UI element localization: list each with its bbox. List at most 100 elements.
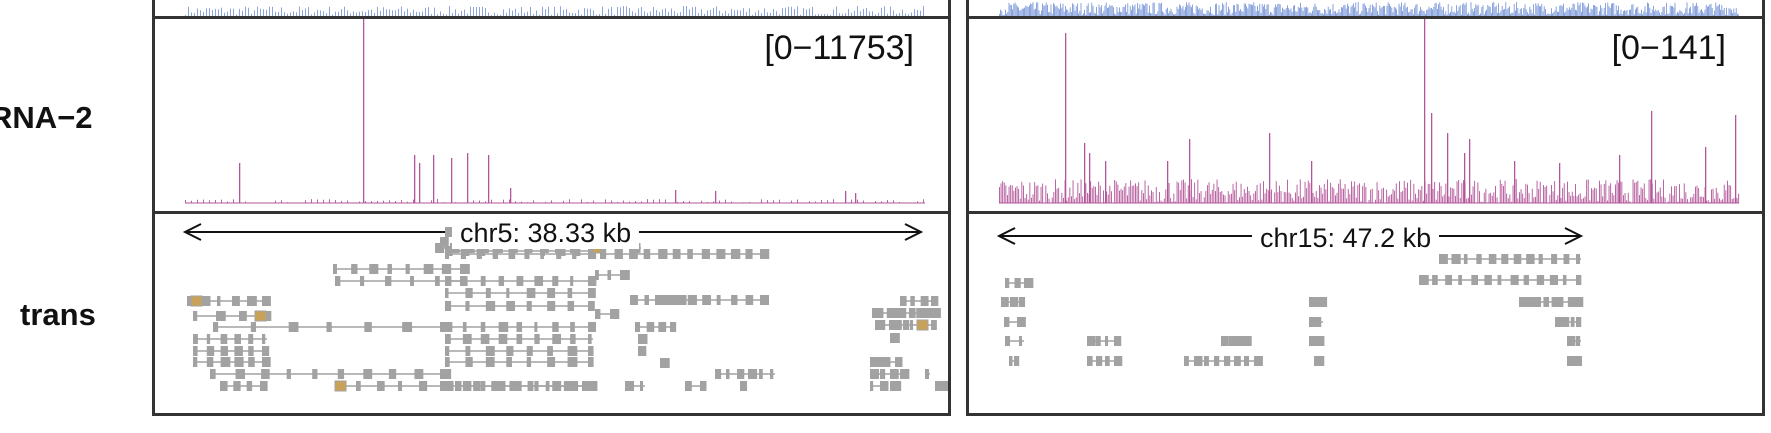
signal-bar [1321,12,1323,16]
exon [1571,356,1581,366]
rna-bar [1656,192,1658,203]
signal-bar [1519,8,1521,16]
rna-bar [1733,197,1735,203]
exon [1005,336,1011,346]
exon [1555,317,1563,327]
rna-bar [347,200,348,203]
rna-bar [1687,199,1688,203]
signal-bar [1497,12,1498,16]
signal-bar [341,9,342,16]
rna-bar [1639,195,1640,203]
rna-bar [305,200,306,203]
signal-bar [1547,13,1549,16]
signal-bar [1237,4,1239,16]
rna-bar [1528,193,1530,203]
signal-bar [713,8,714,16]
signal-bar [1666,2,1667,16]
rna-bar [1512,185,1514,203]
rna-bar [1277,192,1279,203]
signal-bar [1366,7,1367,16]
signal-bar [1309,12,1311,16]
signal-bar [1355,2,1357,16]
signal-bar [1589,12,1591,16]
signal-bar [1209,12,1210,16]
signal-bar [1206,10,1208,16]
exon [660,358,670,368]
signal-bar [776,11,777,16]
exon [916,308,925,318]
transcript-group [1001,254,1584,366]
rna-bar [1643,183,1645,203]
signal-bar [1565,11,1567,16]
signal-bar [1320,13,1322,16]
rna-bar [1736,198,1738,203]
exon [1318,356,1325,366]
signal-bar [620,7,621,16]
signal-bar [1393,6,1395,16]
rna-bar [1448,196,1450,203]
signal-bar [1369,4,1371,16]
signal-bar [683,6,684,16]
rna-bar [1674,186,1676,203]
signal-bar [1252,5,1253,16]
exon [908,308,916,318]
rna-bar [1410,179,1412,203]
exon [1567,336,1576,346]
signal-bar [1462,4,1463,16]
signal-bar [230,8,231,16]
transcript [870,369,910,379]
highlighted-exon [190,295,203,307]
exon [485,346,495,356]
signal-bar [1399,6,1401,16]
rna-bar [1634,182,1636,203]
rna-bar [1719,198,1720,203]
right-rna-track-panel: [0−141] [966,16,1765,214]
signal-bar [425,7,426,16]
signal-bar [1249,4,1251,16]
signal-bar [1613,3,1615,16]
signal-bar [1289,10,1291,16]
signal-bar [1123,6,1125,16]
signal-bar [836,6,837,16]
exon [232,296,240,306]
rna-bar [1568,191,1570,203]
signal-bar [1407,6,1408,16]
signal-bar [224,12,225,16]
signal-bar [1230,14,1232,16]
signal-bar [1440,6,1442,16]
left-rna-track-panel: [0−11753] [152,16,951,214]
transcript [1221,336,1252,346]
exon [595,270,599,280]
signal-bar [1626,9,1628,16]
signal-bar [1530,9,1532,16]
rna-peak [1464,153,1466,203]
rna-bar [1519,192,1520,203]
signal-bar [1339,12,1341,16]
signal-bar [617,7,618,16]
signal-bar [1362,3,1364,16]
signal-bar [1144,5,1145,16]
exon [570,334,576,344]
signal-bar [1661,12,1663,16]
exon [1194,356,1203,366]
exon [716,295,721,305]
signal-bar [1438,4,1439,16]
signal-bar [1481,6,1483,16]
rna-bar [1323,184,1325,203]
exon [262,346,270,356]
signal-bar [539,14,540,16]
signal-bar [1435,2,1437,16]
signal-bar [1188,2,1190,16]
signal-bar [1261,4,1263,16]
rna-bar [1645,198,1647,203]
signal-bar [1057,8,1059,16]
signal-bar [1450,11,1451,16]
signal-bar [1554,10,1556,16]
exon [1463,254,1468,264]
exon [878,357,887,367]
signal-bar [1258,10,1259,16]
signal-bar [1465,2,1467,16]
exon [940,381,948,391]
rna-bar [1565,200,1567,203]
rna-bar [767,200,768,203]
